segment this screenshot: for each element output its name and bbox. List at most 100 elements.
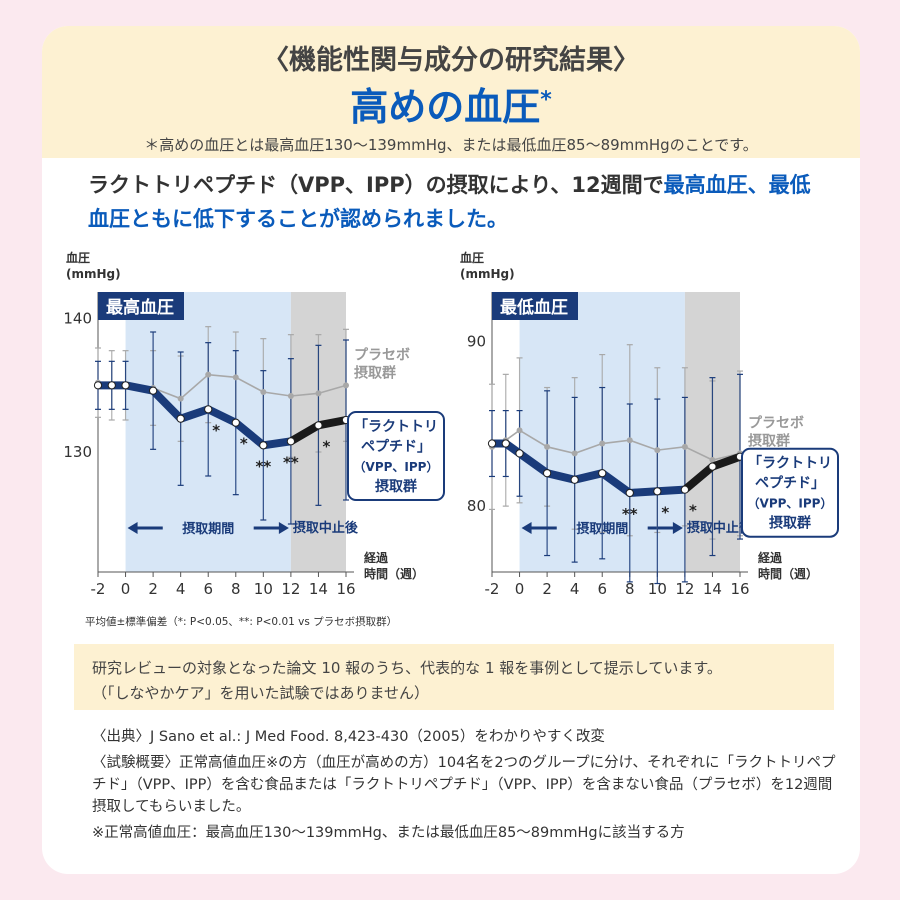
y-axis-unit: (mmHg) [460, 267, 515, 281]
lacto-point [501, 439, 510, 448]
systolic-chart: 血圧 (mmHg) 最高血圧 130 140 -2 0 2 4 6 8 10 12 14 16 経過時間（週）… [63, 250, 445, 598]
intake-period-label: 摂取期間 [182, 521, 234, 537]
x-axis-label-1: 経過 [364, 550, 389, 565]
source-citation: 〈出典〉J Sano et al.: J Med Food. 8,423-430… [92, 729, 605, 745]
y-axis-label: 血圧 [460, 250, 484, 265]
intake-arrowhead-left [521, 522, 532, 534]
x-tick-label: 16 [730, 580, 749, 598]
y-tick-label: 80 [467, 497, 486, 515]
lead-highlight: 最高血圧、最低血圧ともに低下することが認められました。 [88, 173, 811, 231]
review-line-2: （「しなやかケア」を用いた試験ではありません） [92, 684, 430, 702]
lacto-label: ペプチド」 [361, 439, 431, 455]
study-overview: 〈試験概要〉正常高値血圧※の方（血圧が高めの方）104名を2つのグループに分け、… [92, 755, 836, 815]
lacto-point [598, 469, 607, 478]
lacto-label: 「ラクトトリ [748, 455, 832, 472]
placebo-point [599, 440, 606, 447]
definition-footnote: ※正常高値血圧：最高血圧130～139mmHg、または最低血圧85～89mmHg… [92, 825, 685, 841]
chart-title: 最低血圧 [500, 297, 568, 318]
placebo-label: プラセボ [748, 415, 804, 431]
intake-arrowhead-left [127, 522, 138, 534]
lacto-point [176, 414, 185, 423]
lacto-label: 「ラクトトリ [354, 418, 438, 435]
section-kicker: 〈機能性関与成分の研究結果〉 [262, 45, 640, 76]
y-tick-label: 130 [63, 443, 92, 461]
lacto-point [653, 487, 662, 496]
placebo-point [709, 457, 716, 463]
chart-title-box [492, 292, 578, 320]
review-box: 研究レビューの対象となった論文 10 報のうち、代表的な 1 報を事例として提示… [74, 644, 834, 710]
x-tick-label: 16 [336, 580, 355, 598]
lacto-point [314, 421, 323, 430]
placebo-label: プラセボ [354, 347, 410, 363]
placebo-point [287, 393, 294, 399]
intake-arrowhead-right [278, 522, 289, 534]
x-tick-label: -2 [91, 580, 106, 598]
placebo-label: 摂取群 [748, 432, 790, 449]
x-tick-label: 4 [176, 580, 186, 598]
lacto-point [708, 462, 717, 471]
lacto-point [570, 475, 579, 484]
significance-mark: * [323, 437, 331, 455]
lacto-point [286, 437, 295, 446]
after-stop-label: 摂取中止後 [293, 520, 359, 536]
x-tick-label: 2 [542, 580, 552, 598]
placebo-point [343, 382, 349, 389]
x-tick-label: 0 [121, 580, 131, 598]
lead-text: ラクトトリペプチド（VPP、IPP）の摂取により、12週間で最高血圧、最低血圧と… [88, 168, 828, 236]
significance-mark: * [240, 435, 248, 453]
placebo-point [315, 390, 322, 397]
lacto-label: （VPP、IPP） [748, 496, 833, 511]
x-tick-label: 10 [648, 580, 667, 598]
chart-title: 最高血圧 [106, 297, 174, 318]
x-axis-label-1: 経過 [758, 550, 783, 565]
chart-title-box [98, 292, 184, 320]
placebo-point [626, 437, 633, 444]
lead-part-1: ラクトトリペプチド（VPP、IPP）の摂取により、12週間で [88, 173, 664, 197]
x-tick-label: 6 [597, 580, 607, 598]
x-tick-label: 4 [570, 580, 580, 598]
x-tick-label: 6 [203, 580, 213, 598]
x-tick-label: 12 [675, 580, 694, 598]
lacto-point [204, 405, 213, 414]
lacto-point [515, 449, 524, 458]
x-tick-label: 10 [254, 580, 273, 598]
x-tick-label: 8 [231, 580, 241, 598]
lacto-point [259, 441, 268, 450]
lacto-label-box [347, 411, 445, 501]
significance-mark: ** [283, 453, 299, 471]
placebo-point [654, 447, 661, 454]
lacto-point [149, 386, 158, 395]
placebo-point [260, 389, 267, 395]
y-tick-label: 140 [63, 310, 92, 328]
sources-block: 〈出典〉J Sano et al.: J Med Food. 8,423-430… [92, 726, 842, 848]
significance-mark: * [689, 502, 697, 520]
lacto-point [231, 418, 240, 427]
x-tick-label: 12 [281, 580, 300, 598]
significance-mark: * [661, 503, 669, 521]
x-axis-label-2: 時間（週） [758, 566, 818, 581]
significance-mark: ** [255, 457, 271, 475]
lacto-point [625, 488, 634, 498]
lacto-label: 摂取群 [375, 478, 417, 495]
y-axis-unit: (mmHg) [66, 267, 121, 281]
after-stop-label: 摂取中止後 [687, 520, 753, 536]
lacto-point [487, 439, 497, 448]
definition-note: ＊高めの血圧とは最高血圧130～139mmHg、または最低血圧85～89mmHg… [144, 136, 758, 154]
placebo-point [681, 443, 688, 450]
x-axis-label-2: 時間（週） [364, 566, 424, 581]
placebo-point [571, 450, 578, 457]
lacto-point [93, 381, 103, 390]
placebo-point [177, 395, 184, 402]
x-tick-label: 0 [515, 580, 525, 598]
lacto-point [680, 485, 689, 494]
x-tick-label: 8 [625, 580, 635, 598]
placebo-point [205, 371, 212, 378]
lacto-label-box [741, 447, 839, 538]
page-title: 高めの血圧* [42, 76, 860, 131]
y-axis-label: 血圧 [66, 250, 90, 265]
placebo-point [544, 443, 551, 450]
x-tick-label: 2 [148, 580, 158, 598]
review-line-1: 研究レビューの対象となった論文 10 報のうち、代表的な 1 報を事例として提示… [92, 659, 722, 677]
intake-arrowhead-right [672, 522, 683, 534]
